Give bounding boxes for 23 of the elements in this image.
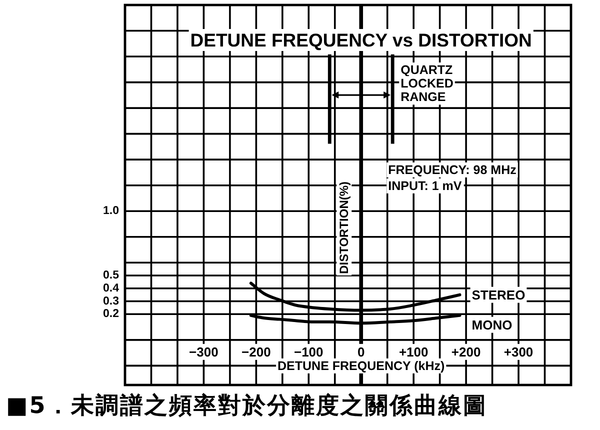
ytick: 0.5 — [103, 270, 119, 282]
ref-line-label: LOCKED — [400, 76, 454, 91]
ytick: 0.3 — [103, 295, 119, 308]
xlabel: DETUNE FREQUENCY (kHz) — [278, 358, 445, 373]
title: DETUNE FREQUENCY vs DISTORTION — [190, 30, 532, 50]
ytick: 0.2 — [103, 308, 119, 320]
xtick: +200 — [451, 344, 481, 360]
ref-line-label: RANGE — [400, 90, 446, 104]
series-label: STEREO — [472, 287, 526, 302]
xtick: −100 — [294, 344, 324, 360]
ylabel: DISTORTION(%) — [337, 181, 352, 274]
xtick: 0 — [358, 344, 365, 360]
series-label: MONO — [472, 317, 512, 332]
note: INPUT: 1 mV — [388, 178, 462, 193]
caption: ■5．未調譜之頻率對於分離度之關係曲線圖 — [6, 393, 488, 419]
xtick: −200 — [242, 344, 271, 360]
ref-line-label: QUARTZ — [400, 62, 453, 77]
xtick: +100 — [398, 344, 428, 360]
ytick: 1.0 — [103, 205, 119, 218]
ytick: 0.4 — [103, 282, 119, 294]
note: FREQUENCY: 98 MHz — [388, 162, 516, 177]
xtick: −300 — [189, 344, 218, 360]
xtick: +300 — [504, 344, 534, 360]
